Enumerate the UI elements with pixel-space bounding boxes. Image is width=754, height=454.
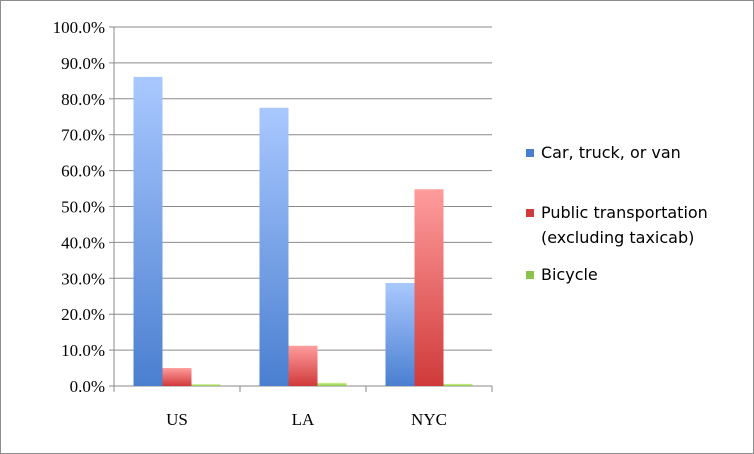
y-tick-label: 70.0% bbox=[61, 126, 105, 145]
y-tick-label: 60.0% bbox=[61, 162, 105, 181]
bar bbox=[259, 107, 289, 387]
y-tick-label: 80.0% bbox=[61, 90, 105, 109]
legend-swatch bbox=[526, 209, 534, 217]
legend-label: Public transportation bbox=[541, 203, 708, 222]
y-tick-label: 50.0% bbox=[61, 198, 105, 217]
x-tick-label: NYC bbox=[411, 410, 447, 429]
bar bbox=[288, 345, 318, 386]
bar bbox=[443, 383, 473, 386]
bar bbox=[317, 382, 347, 386]
y-tick-label: 100.0% bbox=[53, 18, 105, 37]
legend-label: Car, truck, or van bbox=[541, 143, 681, 162]
legend-swatch bbox=[526, 149, 534, 157]
x-tick-label: LA bbox=[292, 410, 315, 429]
y-tick-label: 90.0% bbox=[61, 54, 105, 73]
y-tick-label: 10.0% bbox=[61, 341, 105, 360]
y-tick-label: 20.0% bbox=[61, 305, 105, 324]
bar bbox=[133, 76, 163, 386]
bar bbox=[414, 189, 444, 386]
legend-label: Bicycle bbox=[541, 265, 598, 284]
y-tick-label: 30.0% bbox=[61, 269, 105, 288]
legend-swatch bbox=[526, 271, 534, 279]
y-tick-label: 0.0% bbox=[70, 377, 105, 396]
bar bbox=[162, 368, 192, 386]
legend-label: (excluding taxicab) bbox=[541, 228, 694, 247]
y-tick-label: 40.0% bbox=[61, 233, 105, 252]
bar bbox=[191, 384, 221, 386]
x-tick-label: US bbox=[166, 410, 188, 429]
bar bbox=[385, 282, 415, 386]
